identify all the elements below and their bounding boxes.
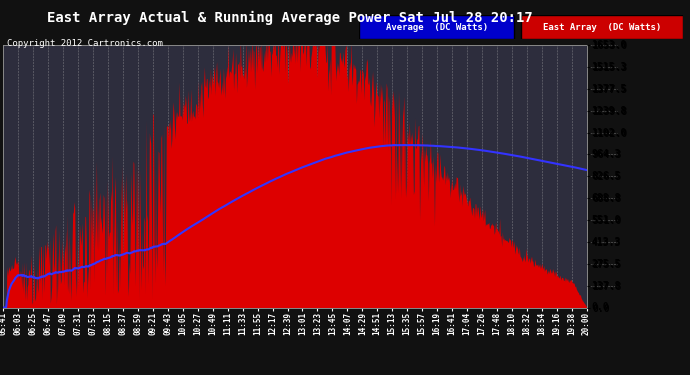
Text: 1653.0: 1653.0: [591, 40, 627, 50]
Text: 826.5: 826.5: [591, 171, 621, 181]
Text: 413.3: 413.3: [591, 237, 621, 247]
Text: 688.8: 688.8: [591, 193, 621, 203]
Text: 0.0: 0.0: [591, 303, 609, 312]
Text: East Array Actual & Running Average Power Sat Jul 28 20:17: East Array Actual & Running Average Powe…: [47, 11, 533, 26]
Text: 551.0: 551.0: [591, 215, 621, 225]
Text: Average  (DC Watts): Average (DC Watts): [386, 22, 488, 32]
Text: 275.5: 275.5: [591, 259, 621, 269]
Text: Copyright 2012 Cartronics.com: Copyright 2012 Cartronics.com: [7, 39, 163, 48]
Text: 1515.3: 1515.3: [591, 62, 627, 72]
Text: 1377.5: 1377.5: [591, 84, 627, 94]
Text: 137.8: 137.8: [591, 280, 621, 291]
Text: 1102.0: 1102.0: [591, 128, 627, 138]
Text: East Array  (DC Watts): East Array (DC Watts): [543, 22, 661, 32]
FancyBboxPatch shape: [521, 15, 683, 39]
Text: 1239.8: 1239.8: [591, 106, 627, 116]
FancyBboxPatch shape: [359, 15, 515, 39]
Text: 964.3: 964.3: [591, 149, 621, 159]
